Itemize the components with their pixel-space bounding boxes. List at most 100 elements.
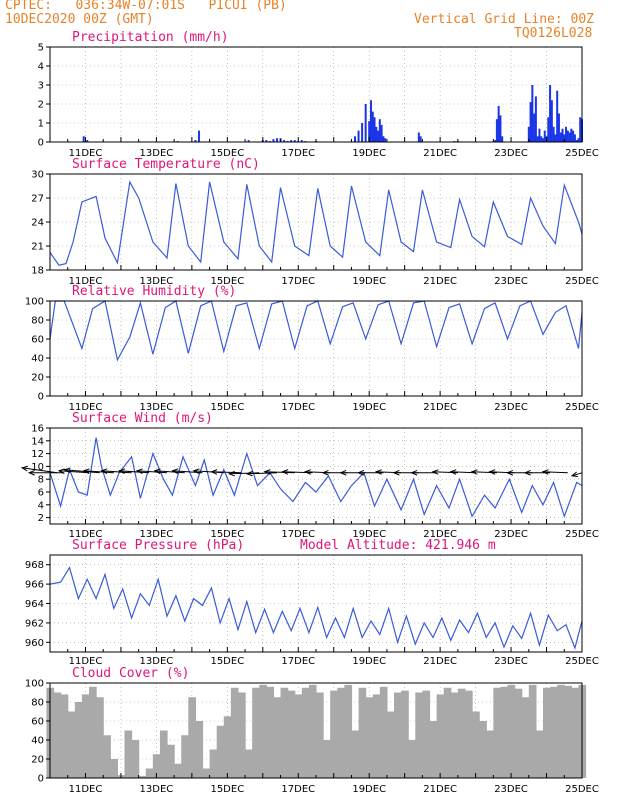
y-tick-label: 960 <box>25 638 44 649</box>
wind-arrow <box>450 471 476 474</box>
cloud-bar <box>479 721 487 778</box>
precip-bar <box>357 130 360 142</box>
cloud-bar <box>351 730 360 778</box>
precip-bar <box>579 117 582 142</box>
x-tick-label: 19DEC <box>352 276 386 287</box>
x-tick-label: 17DEC <box>281 276 315 287</box>
y-tick-label: 966 <box>25 580 44 591</box>
wind-arrow <box>246 472 278 475</box>
cloud-panel: 0 20 40 60 80 100 11DEC 13DEC 15DEC 17DEC 19DEC 21D… <box>25 666 599 795</box>
cloud-bar <box>202 768 211 778</box>
wind-arrowhead <box>321 470 329 476</box>
wind-arrow <box>22 467 58 474</box>
wind-arrowhead <box>135 468 143 474</box>
x-tick-label: 19DEC <box>352 402 386 413</box>
cloud-bar <box>209 749 218 778</box>
cloud-bar <box>514 688 523 778</box>
y-tick-label: 40 <box>31 354 44 365</box>
cloud-bar <box>493 687 502 778</box>
cloud-bar <box>216 725 225 778</box>
precip-bar <box>549 85 552 142</box>
wind-arrowhead <box>20 465 29 472</box>
wind-arrowhead <box>488 469 496 475</box>
cloud-bar <box>436 694 445 778</box>
precip-bar <box>575 140 578 142</box>
cloud-bar <box>145 768 154 778</box>
cloud-bar <box>245 749 253 778</box>
x-tick-label: 11DEC <box>69 529 103 540</box>
wind-arrowhead <box>392 470 400 476</box>
y-tick-label: 2 <box>38 100 44 111</box>
wind-arrowhead <box>263 469 271 475</box>
precip-bar <box>552 126 555 142</box>
precip-bar <box>417 132 420 142</box>
precip-bar <box>494 140 497 142</box>
temp-title: Surface Temperature (nC) <box>72 157 260 172</box>
wind-arrow <box>119 470 150 474</box>
wind-arrowhead <box>506 470 514 476</box>
wind-arrowhead <box>431 469 439 475</box>
precip-bar <box>194 140 197 142</box>
cloud-bar <box>521 697 530 778</box>
wind-arrowhead <box>374 469 382 475</box>
x-tick-label: 13DEC <box>140 529 174 540</box>
cloud-bar <box>550 686 558 778</box>
rh-frame <box>49 300 583 397</box>
y-tick-label: 24 <box>31 218 44 229</box>
wind-arrowhead <box>27 470 35 476</box>
precip-bar <box>566 130 569 142</box>
precip-bar <box>378 119 381 142</box>
wind-arrowhead <box>57 468 65 474</box>
cloud-bar <box>89 686 97 778</box>
cloud-bar <box>167 744 175 778</box>
precip-bar <box>529 102 532 142</box>
x-tick-label: 17DEC <box>281 529 315 540</box>
wind-arrowhead <box>118 468 126 474</box>
cloud-bar <box>103 735 111 778</box>
cloud-bar <box>74 702 83 778</box>
y-tick-label: 20 <box>31 373 44 384</box>
wind-arrowhead <box>470 469 478 475</box>
precip-bar <box>380 124 383 142</box>
station-header: CPTEC: 036:34W-07:01S PICUI (PB) <box>5 0 287 13</box>
cloud-bar <box>174 763 182 778</box>
x-tick-label: 15DEC <box>210 402 244 413</box>
precip-bar <box>293 140 296 142</box>
wind-arrow <box>571 472 583 477</box>
y-tick-label: 10 <box>31 462 44 473</box>
precip-bar <box>377 130 380 142</box>
y-tick-label: 6 <box>38 488 44 499</box>
x-tick-label: 13DEC <box>140 784 174 795</box>
cloud-bar <box>429 721 438 778</box>
y-tick-label: 2 <box>38 513 44 524</box>
wind-arrow <box>542 471 568 474</box>
wind-arrowhead <box>339 470 347 476</box>
x-tick-label: 13DEC <box>140 402 174 413</box>
x-tick-label: 13DEC <box>140 148 174 159</box>
cloud-bar <box>557 684 565 778</box>
x-tick-label: 23DEC <box>494 784 528 795</box>
wind-arrowhead <box>303 469 311 475</box>
precip-bar <box>382 136 385 142</box>
press-panel: 960 962 964 966 968 11DEC 13DEC 15DEC 17DEC 19DEC… <box>25 538 599 667</box>
x-tick-label: 25DEC <box>565 529 599 540</box>
x-tick-label: 17DEC <box>281 784 315 795</box>
precip-bar <box>556 90 559 142</box>
precip-bar <box>538 128 541 142</box>
cloud-bar <box>571 687 580 778</box>
wind-arrow <box>211 471 242 474</box>
wind-arrow <box>432 471 458 474</box>
y-tick-label: 4 <box>38 62 44 73</box>
cloud-bar <box>294 694 303 778</box>
cloud-bar <box>237 692 246 778</box>
cloud-bar <box>195 721 204 778</box>
wind-arrowhead <box>100 468 108 474</box>
precip-bar <box>354 136 357 142</box>
run-date: 10DEC2020 00Z (GMT) <box>5 12 154 27</box>
y-tick-label: 27 <box>31 194 44 205</box>
cloud-bar <box>401 690 409 778</box>
cloud-bar <box>131 740 140 778</box>
precip-bar <box>533 113 536 142</box>
cloud-bar <box>330 690 338 778</box>
